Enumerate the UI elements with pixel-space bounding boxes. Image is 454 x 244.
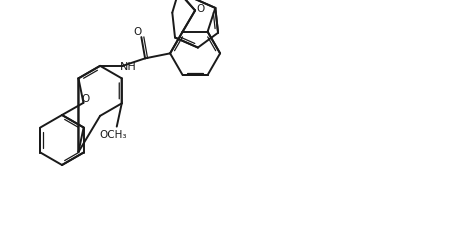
Text: O: O bbox=[133, 27, 142, 37]
Text: O: O bbox=[196, 4, 204, 14]
Text: NH: NH bbox=[120, 62, 137, 72]
Text: O: O bbox=[81, 94, 89, 104]
Text: OCH₃: OCH₃ bbox=[99, 130, 127, 140]
